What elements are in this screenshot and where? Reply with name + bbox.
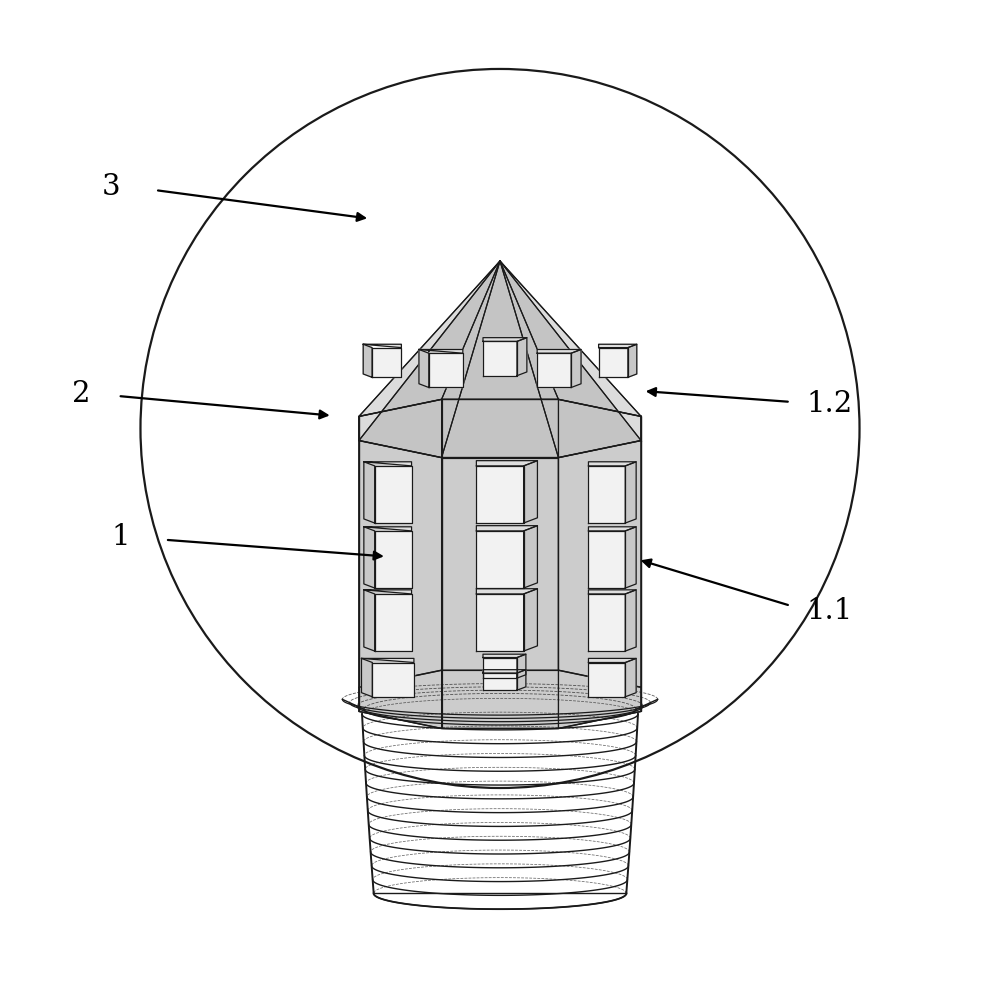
Polygon shape (363, 345, 401, 348)
Polygon shape (476, 526, 537, 531)
Polygon shape (588, 527, 636, 531)
Polygon shape (588, 663, 625, 696)
Polygon shape (359, 399, 442, 688)
Polygon shape (364, 527, 412, 531)
Polygon shape (364, 590, 375, 651)
Text: 3: 3 (102, 173, 120, 201)
Polygon shape (588, 590, 636, 594)
Polygon shape (500, 261, 641, 440)
Polygon shape (588, 531, 625, 588)
Polygon shape (517, 670, 526, 690)
Polygon shape (359, 261, 500, 458)
Polygon shape (483, 342, 517, 375)
Polygon shape (372, 663, 414, 696)
Polygon shape (517, 338, 527, 375)
Polygon shape (419, 350, 463, 354)
Polygon shape (588, 658, 636, 663)
Polygon shape (483, 654, 526, 658)
Polygon shape (628, 345, 637, 377)
Polygon shape (558, 440, 641, 729)
Polygon shape (599, 348, 628, 377)
Polygon shape (476, 589, 537, 594)
Polygon shape (364, 462, 412, 466)
Polygon shape (375, 531, 412, 588)
Polygon shape (442, 458, 558, 729)
Polygon shape (483, 670, 526, 673)
Polygon shape (537, 350, 581, 354)
Polygon shape (364, 527, 375, 588)
Polygon shape (483, 658, 517, 678)
Polygon shape (442, 399, 558, 670)
Polygon shape (476, 466, 524, 523)
Polygon shape (372, 348, 401, 377)
Polygon shape (524, 526, 537, 588)
Polygon shape (364, 462, 375, 523)
Polygon shape (571, 350, 581, 387)
Polygon shape (364, 590, 412, 594)
Polygon shape (442, 261, 558, 458)
Polygon shape (442, 261, 558, 399)
Polygon shape (599, 345, 637, 348)
Polygon shape (359, 440, 442, 729)
Polygon shape (588, 466, 625, 523)
Polygon shape (375, 466, 412, 523)
Polygon shape (537, 354, 571, 387)
Polygon shape (359, 261, 500, 417)
Polygon shape (625, 658, 636, 696)
Polygon shape (558, 399, 641, 688)
Polygon shape (588, 462, 636, 466)
Polygon shape (588, 594, 625, 651)
Polygon shape (476, 531, 524, 588)
Polygon shape (361, 658, 414, 663)
Text: 1.2: 1.2 (807, 390, 853, 418)
Polygon shape (524, 589, 537, 651)
Polygon shape (363, 345, 372, 377)
Polygon shape (476, 594, 524, 651)
Polygon shape (517, 654, 526, 678)
Text: 1: 1 (112, 523, 130, 551)
Polygon shape (524, 461, 537, 523)
Polygon shape (483, 338, 527, 342)
Polygon shape (419, 350, 429, 387)
Polygon shape (429, 354, 463, 387)
Polygon shape (361, 658, 372, 696)
Text: 1.1: 1.1 (807, 597, 853, 624)
Polygon shape (500, 261, 641, 458)
Polygon shape (500, 261, 641, 417)
Polygon shape (483, 673, 517, 690)
Polygon shape (359, 261, 500, 440)
Polygon shape (625, 590, 636, 651)
Text: 2: 2 (72, 380, 91, 408)
Polygon shape (625, 462, 636, 523)
Polygon shape (625, 527, 636, 588)
Polygon shape (375, 594, 412, 651)
Polygon shape (476, 461, 537, 466)
